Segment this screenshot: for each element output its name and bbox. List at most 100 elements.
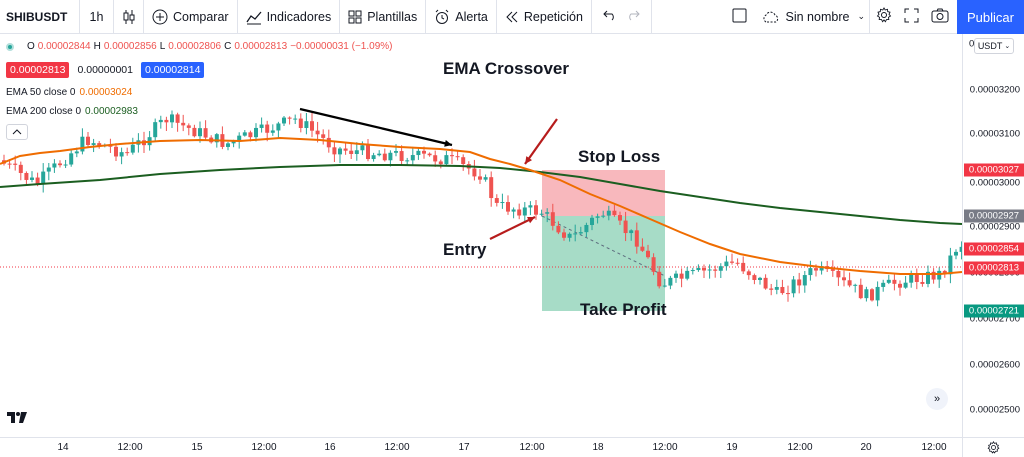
entry-annotation[interactable]: Entry	[443, 240, 487, 259]
chart-settings-button[interactable]	[962, 437, 1024, 457]
candle-body	[735, 262, 740, 264]
candle-body	[780, 286, 785, 294]
candle-body	[948, 255, 953, 275]
buy-price-button[interactable]: 0.00002814	[140, 62, 205, 78]
cloud-icon	[761, 10, 781, 24]
alarm-clock-icon	[434, 9, 450, 25]
crossover-arrow[interactable]	[524, 118, 558, 165]
time-axis-label: 12:00	[519, 442, 545, 453]
price-axis[interactable]: 0 0.00003200 0.00003100 0.00003000 0.000029…	[962, 34, 1024, 437]
candle-body	[231, 141, 236, 144]
candle-body	[612, 210, 617, 216]
layout-name-button[interactable]: Sin nombre ⌄	[757, 0, 869, 34]
plus-circle-icon	[152, 9, 168, 25]
alert-button[interactable]: Alerta	[426, 0, 497, 34]
price-chart	[0, 107, 962, 311]
candle-body	[58, 163, 62, 166]
ema-crossover-annotation[interactable]: EMA Crossover	[443, 59, 569, 78]
take-profit-zone[interactable]	[542, 216, 665, 311]
trend-arrow[interactable]	[299, 107, 453, 147]
candle-body	[304, 121, 309, 128]
templates-button[interactable]: Plantillas	[340, 0, 427, 34]
candle-body	[534, 205, 538, 215]
candle-body	[326, 137, 331, 148]
candle-body	[774, 286, 779, 290]
fullscreen-layout-button[interactable]	[722, 0, 757, 34]
candle-body	[746, 271, 751, 276]
candle-body	[802, 275, 807, 286]
ema50-legend[interactable]: EMA 50 close 0 0.00003024	[6, 87, 132, 98]
undo-icon[interactable]	[603, 9, 617, 24]
candle-body	[662, 285, 667, 287]
candle-body	[226, 143, 230, 147]
candle-body	[539, 213, 544, 215]
replay-label: Repetición	[523, 9, 583, 24]
candle-body	[422, 150, 426, 154]
alert-label: Alerta	[455, 9, 488, 24]
currency-button[interactable]: USDT ⌄	[974, 38, 1014, 54]
candle-body	[567, 233, 572, 238]
redo-icon[interactable]	[626, 9, 640, 24]
ema200-legend[interactable]: EMA 200 close 0 0.00002983	[6, 106, 138, 117]
indicators-label: Indicadores	[266, 9, 332, 24]
time-axis-label: 12:00	[787, 442, 813, 453]
candle-body	[881, 282, 886, 287]
candle-body	[797, 279, 802, 286]
interval-button[interactable]: 1h	[80, 0, 114, 34]
chart-type-button[interactable]	[114, 0, 144, 34]
time-axis-label: 12:00	[921, 442, 947, 453]
candle-body	[41, 171, 46, 184]
ema200-label: EMA 200 close 0	[6, 106, 82, 117]
candle-body	[30, 177, 34, 180]
price-axis-top-label: 0	[969, 38, 975, 50]
candle-body	[730, 261, 734, 263]
sell-price-button[interactable]: 0.00002813	[6, 62, 70, 78]
candle-body	[718, 266, 723, 271]
candle-body	[18, 164, 23, 174]
candle-body	[724, 261, 729, 267]
stop-loss-annotation[interactable]: Stop Loss	[578, 147, 661, 166]
candle-body	[298, 118, 303, 128]
replay-button[interactable]: Repetición	[497, 0, 592, 34]
position-path-line	[541, 215, 666, 277]
candle-body	[472, 168, 477, 177]
price-axis-label: 0.00002900	[969, 221, 1020, 233]
settings-button[interactable]	[869, 0, 898, 34]
entry-arrow[interactable]	[489, 216, 536, 240]
candle-body	[158, 119, 163, 123]
high-value: 0.00002856	[103, 41, 157, 52]
indicators-button[interactable]: Indicadores	[238, 0, 341, 34]
gear-icon	[876, 7, 892, 26]
snapshot-button[interactable]	[925, 0, 957, 34]
scroll-to-realtime-button[interactable]: »	[926, 388, 948, 410]
fullscreen-button[interactable]	[898, 0, 925, 34]
high-label: H	[93, 41, 101, 52]
candle-body	[674, 273, 678, 278]
candle-body	[478, 176, 482, 180]
collapse-legend-button[interactable]	[6, 124, 28, 140]
price-axis-tag: 0.00002813	[964, 261, 1024, 275]
price-axis-tag: 0.00002721	[964, 304, 1024, 318]
candle-body	[814, 268, 818, 271]
time-axis[interactable]: 14 12:00 15 12:00 16 12:00 17 12:00 18 12:00 19 12:…	[0, 437, 962, 457]
ema50-value: 0.00003024	[79, 87, 133, 98]
price-axis-label: 0.00002500	[969, 404, 1020, 416]
candle-body	[74, 151, 79, 154]
stop-loss-zone[interactable]	[542, 170, 665, 216]
candle-body	[707, 269, 712, 271]
publish-button[interactable]: Publicar	[957, 0, 1024, 34]
take-profit-annotation[interactable]: Take Profit	[580, 300, 667, 319]
price-axis-label: 0.00003200	[969, 84, 1020, 96]
candle-body	[909, 274, 914, 283]
symbol-search-button[interactable]: SHIBUSDT	[0, 0, 80, 34]
chevron-down-icon: ⌄	[1004, 43, 1011, 50]
tradingview-logo[interactable]	[6, 410, 28, 429]
compare-label: Comparar	[173, 9, 229, 24]
indicators-icon	[246, 9, 262, 25]
candle-body	[287, 117, 292, 119]
candle-body	[399, 151, 404, 161]
candle-body	[175, 114, 180, 123]
candle-body	[35, 177, 40, 184]
compare-button[interactable]: Comparar	[144, 0, 238, 34]
chart-pane[interactable]	[0, 34, 962, 437]
